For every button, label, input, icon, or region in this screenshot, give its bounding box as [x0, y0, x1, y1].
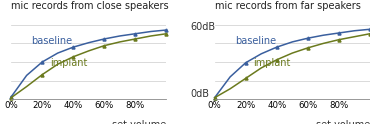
- Text: set volume: set volume: [316, 120, 370, 124]
- Text: implant: implant: [50, 58, 87, 68]
- Text: 60dB: 60dB: [191, 22, 216, 32]
- Text: baseline: baseline: [31, 36, 73, 46]
- Text: 0dB: 0dB: [191, 89, 209, 99]
- Text: set volume: set volume: [112, 120, 166, 124]
- Text: baseline: baseline: [235, 36, 276, 46]
- Text: implant: implant: [253, 58, 291, 68]
- Text: mic records from close speakers: mic records from close speakers: [11, 1, 169, 11]
- Text: mic records from far speakers: mic records from far speakers: [215, 1, 360, 11]
